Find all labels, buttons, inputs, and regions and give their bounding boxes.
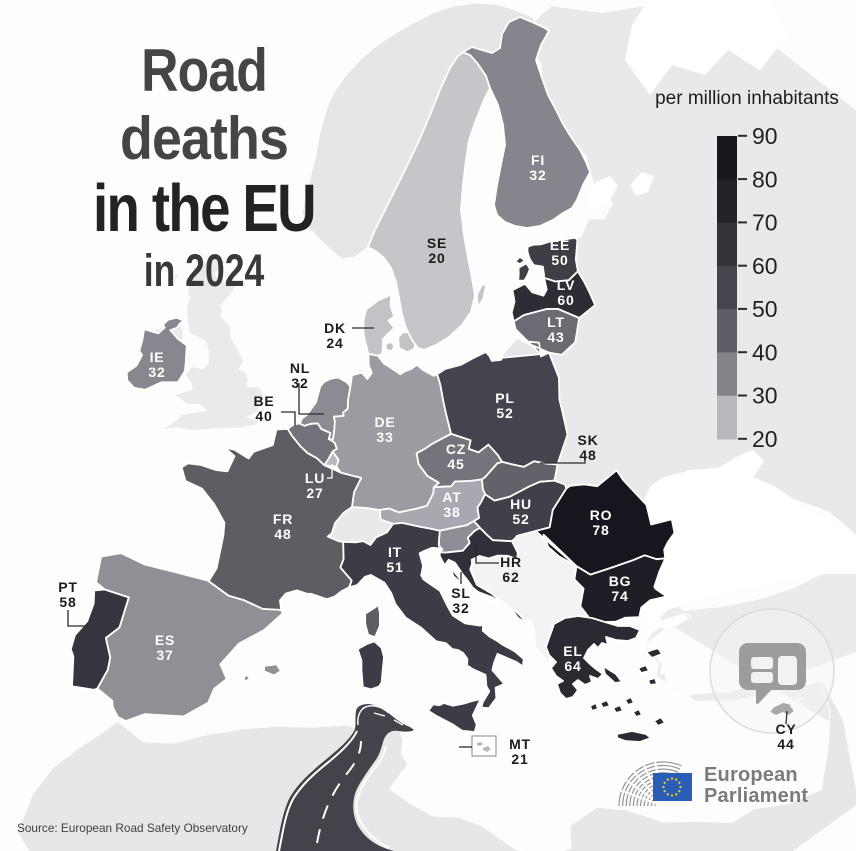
svg-text:Parliament: Parliament <box>704 785 808 807</box>
svg-text:60: 60 <box>752 253 778 279</box>
svg-text:90: 90 <box>752 123 778 149</box>
svg-text:70: 70 <box>752 210 778 236</box>
svg-text:40: 40 <box>752 339 778 365</box>
svg-text:European: European <box>704 764 798 786</box>
svg-text:30: 30 <box>752 383 778 409</box>
svg-text:20: 20 <box>752 426 778 452</box>
svg-text:50: 50 <box>752 296 778 322</box>
svg-text:80: 80 <box>752 166 778 192</box>
